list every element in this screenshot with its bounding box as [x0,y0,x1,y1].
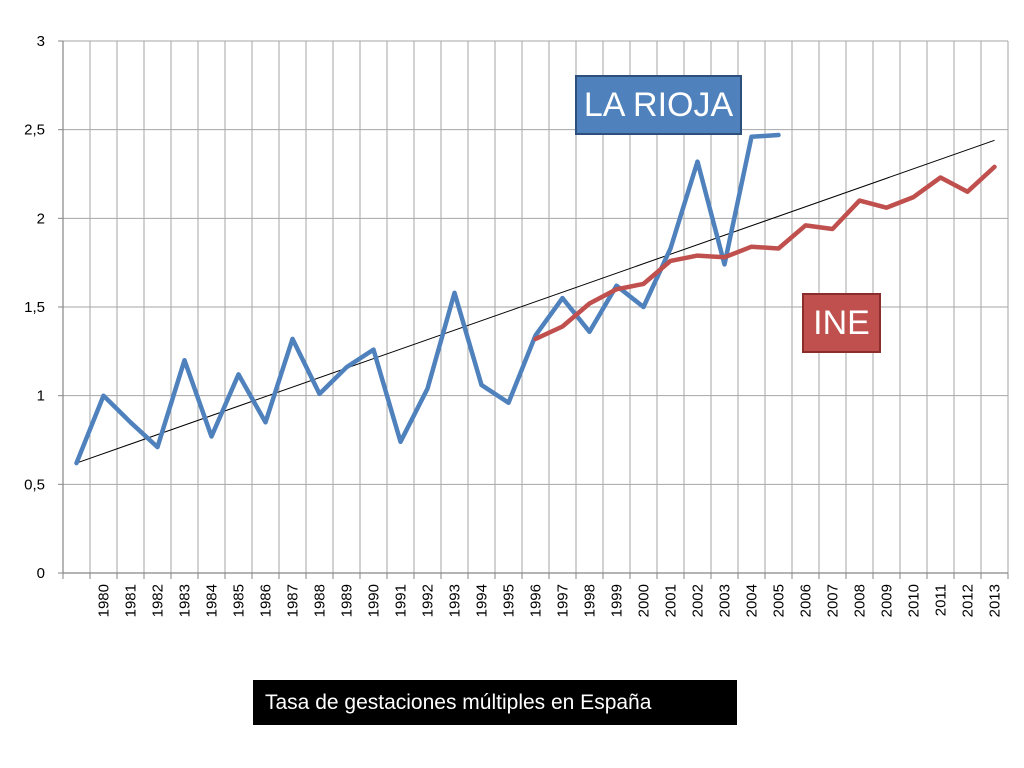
x-tick-label: 2011 [933,584,950,616]
x-tick-label: 1988 [312,584,329,617]
x-tick-labels: 1980 1981 1982 1983 1984 1985 1986 1987 1988 1989… [96,584,1004,617]
x-tick-label: 2001 [663,584,680,617]
la-rioja-line [74,132,781,466]
x-tick-label: 2012 [960,584,977,617]
x-tick-label: 1984 [204,584,221,617]
x-tick-label: 1981 [123,584,140,617]
x-tick-label: 2007 [825,584,842,617]
ine-series-label: INE [802,293,881,353]
y-tick-labels: 0 0,5 1 1,5 2 2,5 3 [24,33,45,582]
y-tick-label: 0,5 [24,476,45,493]
x-tick-label: 2000 [636,584,653,617]
x-tick-label: 1997 [555,584,572,617]
x-tick-label: 2005 [771,584,788,617]
y-tick-label: 3 [37,33,45,50]
y-tick-label: 0 [37,565,45,582]
x-tick-label: 1989 [339,584,356,617]
ine-line [533,164,997,342]
x-tick-label: 1992 [420,584,437,617]
x-tick-label: 1993 [447,584,464,617]
trend-line [76,139,995,464]
x-tick-label: 2004 [744,584,761,617]
x-tick-label: 1994 [474,584,491,617]
y-tick-label: 2,5 [24,122,45,139]
x-tick-label: 2008 [852,584,869,617]
x-tick-label: 2009 [879,584,896,617]
x-tick-label: 1991 [393,584,410,617]
y-tick-label: 1 [37,388,45,405]
y-tick-label: 2 [37,210,45,227]
x-tick-label: 1987 [285,584,302,617]
x-tick-label: 2006 [798,584,815,617]
linear-trendline [76,139,995,464]
series-lines [74,132,997,466]
x-tick-label: 1985 [231,584,248,617]
x-tick-label: 1983 [177,584,194,617]
chart-caption: Tasa de gestaciones múltiples en España [253,680,737,725]
x-tick-label: 1980 [96,584,113,617]
axes [58,40,1009,579]
x-tick-label: 2002 [690,584,707,617]
x-tick-label: 1982 [150,584,167,617]
x-tick-label: 1999 [609,584,626,617]
x-tick-label: 1996 [528,584,545,617]
x-tick-label: 2003 [717,584,734,617]
x-tick-label: 1990 [366,584,383,617]
x-tick-label: 2013 [987,584,1004,617]
x-tick-label: 1986 [258,584,275,617]
x-tick-label: 2010 [906,584,923,617]
x-tick-label: 1998 [582,584,599,617]
la-rioja-series-label: LA RIOJA [575,75,742,135]
y-tick-label: 1,5 [24,299,45,316]
x-tick-label: 1995 [501,584,518,617]
